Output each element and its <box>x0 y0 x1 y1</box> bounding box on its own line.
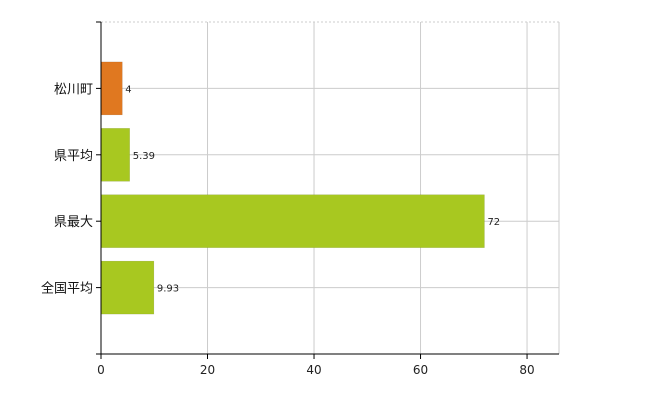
x-tick-label-0: 0 <box>97 363 105 377</box>
category-label-2: 県最大 <box>54 215 93 230</box>
x-tick-label-2: 40 <box>306 363 321 377</box>
category-label-3: 全国平均 <box>41 281 93 297</box>
bar-value-label-2: 72 <box>487 217 500 228</box>
bar-3 <box>100 260 155 315</box>
bar-value-label-3: 9.93 <box>157 284 179 295</box>
bar-value-label-1: 5.39 <box>133 151 155 162</box>
x-tick-label-4: 80 <box>519 363 534 377</box>
bar-value-label-0: 4 <box>125 84 131 95</box>
bar-2 <box>100 194 485 248</box>
category-label-0: 松川町 <box>54 82 93 97</box>
bar-0 <box>100 61 123 116</box>
x-tick-label-1: 20 <box>200 363 215 377</box>
bar-1 <box>100 128 130 182</box>
x-tick-label-3: 60 <box>413 363 428 377</box>
category-label-1: 県平均 <box>54 149 93 164</box>
